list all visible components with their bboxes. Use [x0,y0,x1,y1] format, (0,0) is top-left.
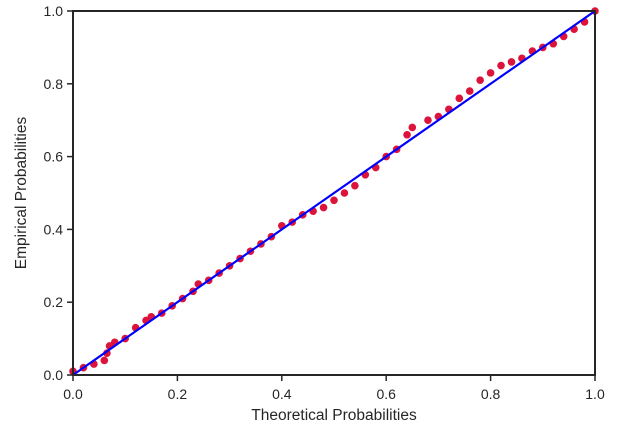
x-tick-label: 0.8 [481,386,501,402]
data-point [455,94,464,103]
y-tick-label: 0.0 [44,367,64,383]
data-point [340,189,349,197]
x-tick-label: 0.6 [376,386,396,402]
x-tick-label: 1.0 [585,386,605,402]
data-point [319,203,328,212]
data-point [424,116,432,124]
empirical-points-layer [69,7,599,376]
data-point [476,76,484,84]
y-tick-label: 1.0 [44,3,64,19]
data-point [507,58,516,66]
y-tick-label: 0.6 [44,149,64,165]
x-tick-label: 0.4 [272,386,292,402]
y-axis-ticks: 0.0 0.2 0.4 0.6 0.8 1.0 [44,3,73,383]
x-axis-title: Theoretical Probabilities [251,407,417,424]
y-tick-label: 0.8 [44,76,64,92]
data-point [330,196,338,205]
y-tick-label: 0.4 [44,221,64,237]
x-tick-label: 0.2 [168,386,188,402]
data-point [100,356,109,365]
plot-frame [72,10,596,376]
y-tick-label: 0.2 [44,294,64,310]
data-point [403,130,411,139]
data-point [497,61,505,70]
y-axis-title: Empirical Probabilities [13,117,30,270]
data-point [465,87,474,95]
data-point [486,69,495,77]
x-tick-label: 0.0 [63,386,83,402]
data-point [408,123,417,132]
data-point [351,181,359,190]
x-axis-ticks: 0.0 0.2 0.4 0.6 0.8 1.0 [63,375,605,402]
reference-line [72,10,596,376]
